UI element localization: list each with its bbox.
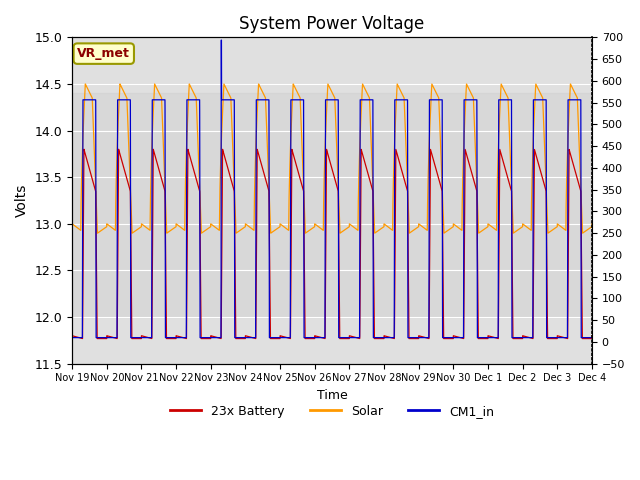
- Title: System Power Voltage: System Power Voltage: [239, 15, 425, 33]
- Text: VR_met: VR_met: [77, 47, 130, 60]
- X-axis label: Time: Time: [317, 389, 348, 402]
- Bar: [72, 93, 592, 317]
- Legend: 23x Battery, Solar, CM1_in: 23x Battery, Solar, CM1_in: [165, 400, 499, 423]
- Y-axis label: Volts: Volts: [15, 184, 29, 217]
